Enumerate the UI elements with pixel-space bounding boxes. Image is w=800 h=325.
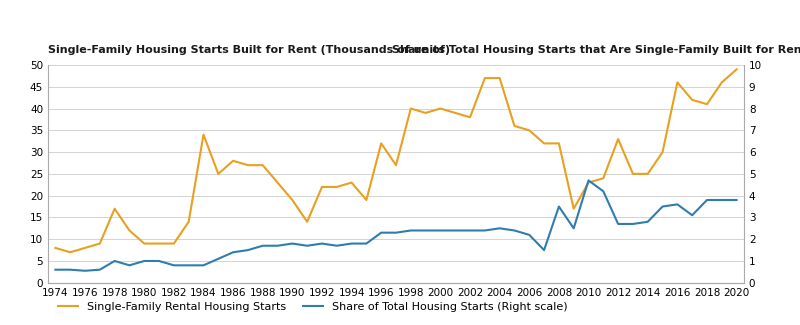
Single-Family Rental Housing Starts bbox=[391, 163, 401, 167]
Single-Family Rental Housing Starts bbox=[510, 124, 519, 128]
Single-Family Rental Housing Starts bbox=[539, 141, 549, 145]
Share of Total Housing Starts (Right scale) bbox=[110, 259, 119, 263]
Line: Share of Total Housing Starts (Right scale): Share of Total Housing Starts (Right sca… bbox=[55, 180, 737, 271]
Single-Family Rental Housing Starts bbox=[287, 198, 297, 202]
Single-Family Rental Housing Starts bbox=[732, 67, 742, 71]
Single-Family Rental Housing Starts bbox=[466, 115, 475, 119]
Single-Family Rental Housing Starts bbox=[346, 181, 356, 185]
Share of Total Housing Starts (Right scale) bbox=[450, 228, 460, 232]
Share of Total Housing Starts (Right scale) bbox=[287, 241, 297, 245]
Single-Family Rental Housing Starts bbox=[243, 163, 253, 167]
Text: Share of Total Housing Starts that Are Single-Family Built for Rent (Percent): Share of Total Housing Starts that Are S… bbox=[392, 45, 800, 55]
Share of Total Housing Starts (Right scale) bbox=[539, 248, 549, 252]
Share of Total Housing Starts (Right scale) bbox=[628, 222, 638, 226]
Single-Family Rental Housing Starts bbox=[687, 98, 697, 102]
Share of Total Housing Starts (Right scale) bbox=[362, 241, 371, 245]
Single-Family Rental Housing Starts bbox=[643, 172, 653, 176]
Share of Total Housing Starts (Right scale) bbox=[569, 226, 578, 230]
Single-Family Rental Housing Starts bbox=[658, 150, 667, 154]
Share of Total Housing Starts (Right scale) bbox=[154, 259, 164, 263]
Share of Total Housing Starts (Right scale) bbox=[125, 263, 134, 267]
Share of Total Housing Starts (Right scale) bbox=[554, 205, 564, 209]
Share of Total Housing Starts (Right scale) bbox=[302, 244, 312, 248]
Single-Family Rental Housing Starts bbox=[66, 250, 75, 254]
Single-Family Rental Housing Starts bbox=[436, 107, 446, 111]
Share of Total Housing Starts (Right scale) bbox=[687, 213, 697, 217]
Share of Total Housing Starts (Right scale) bbox=[717, 198, 726, 202]
Single-Family Rental Housing Starts bbox=[258, 163, 267, 167]
Single-Family Rental Housing Starts bbox=[525, 128, 534, 132]
Single-Family Rental Housing Starts bbox=[480, 76, 490, 80]
Share of Total Housing Starts (Right scale) bbox=[525, 233, 534, 237]
Single-Family Rental Housing Starts bbox=[273, 181, 282, 185]
Single-Family Rental Housing Starts bbox=[628, 172, 638, 176]
Single-Family Rental Housing Starts bbox=[673, 81, 682, 84]
Share of Total Housing Starts (Right scale) bbox=[169, 263, 178, 267]
Single-Family Rental Housing Starts bbox=[450, 111, 460, 115]
Share of Total Housing Starts (Right scale) bbox=[421, 228, 430, 232]
Text: Single-Family Housing Starts Built for Rent (Thousands of units): Single-Family Housing Starts Built for R… bbox=[48, 45, 450, 55]
Single-Family Rental Housing Starts bbox=[598, 176, 608, 180]
Single-Family Rental Housing Starts bbox=[584, 181, 594, 185]
Single-Family Rental Housing Starts bbox=[317, 185, 326, 189]
Single-Family Rental Housing Starts bbox=[554, 141, 564, 145]
Share of Total Housing Starts (Right scale) bbox=[391, 231, 401, 235]
Single-Family Rental Housing Starts bbox=[376, 141, 386, 145]
Single-Family Rental Housing Starts bbox=[125, 228, 134, 232]
Share of Total Housing Starts (Right scale) bbox=[214, 257, 223, 261]
Single-Family Rental Housing Starts bbox=[214, 172, 223, 176]
Share of Total Housing Starts (Right scale) bbox=[139, 259, 149, 263]
Share of Total Housing Starts (Right scale) bbox=[346, 241, 356, 245]
Share of Total Housing Starts (Right scale) bbox=[50, 268, 60, 272]
Single-Family Rental Housing Starts bbox=[406, 107, 416, 111]
Single-Family Rental Housing Starts bbox=[614, 137, 623, 141]
Share of Total Housing Starts (Right scale) bbox=[258, 244, 267, 248]
Single-Family Rental Housing Starts bbox=[302, 220, 312, 224]
Share of Total Housing Starts (Right scale) bbox=[584, 178, 594, 182]
Share of Total Housing Starts (Right scale) bbox=[614, 222, 623, 226]
Single-Family Rental Housing Starts bbox=[332, 185, 342, 189]
Share of Total Housing Starts (Right scale) bbox=[702, 198, 712, 202]
Single-Family Rental Housing Starts bbox=[184, 220, 194, 224]
Share of Total Housing Starts (Right scale) bbox=[480, 228, 490, 232]
Single-Family Rental Housing Starts bbox=[228, 159, 238, 163]
Share of Total Housing Starts (Right scale) bbox=[198, 263, 208, 267]
Share of Total Housing Starts (Right scale) bbox=[184, 263, 194, 267]
Share of Total Housing Starts (Right scale) bbox=[658, 205, 667, 209]
Share of Total Housing Starts (Right scale) bbox=[66, 268, 75, 272]
Share of Total Housing Starts (Right scale) bbox=[80, 269, 90, 273]
Single-Family Rental Housing Starts bbox=[154, 241, 164, 245]
Share of Total Housing Starts (Right scale) bbox=[495, 226, 505, 230]
Single-Family Rental Housing Starts bbox=[569, 207, 578, 211]
Single-Family Rental Housing Starts bbox=[421, 111, 430, 115]
Share of Total Housing Starts (Right scale) bbox=[436, 228, 446, 232]
Legend: Single-Family Rental Housing Starts, Share of Total Housing Starts (Right scale): Single-Family Rental Housing Starts, Sha… bbox=[54, 297, 572, 316]
Share of Total Housing Starts (Right scale) bbox=[406, 228, 416, 232]
Share of Total Housing Starts (Right scale) bbox=[332, 244, 342, 248]
Share of Total Housing Starts (Right scale) bbox=[732, 198, 742, 202]
Share of Total Housing Starts (Right scale) bbox=[243, 248, 253, 252]
Single-Family Rental Housing Starts bbox=[169, 241, 178, 245]
Share of Total Housing Starts (Right scale) bbox=[228, 250, 238, 254]
Single-Family Rental Housing Starts bbox=[362, 198, 371, 202]
Single-Family Rental Housing Starts bbox=[495, 76, 505, 80]
Share of Total Housing Starts (Right scale) bbox=[317, 241, 326, 245]
Share of Total Housing Starts (Right scale) bbox=[598, 189, 608, 193]
Share of Total Housing Starts (Right scale) bbox=[466, 228, 475, 232]
Share of Total Housing Starts (Right scale) bbox=[510, 228, 519, 232]
Single-Family Rental Housing Starts bbox=[80, 246, 90, 250]
Single-Family Rental Housing Starts bbox=[139, 241, 149, 245]
Share of Total Housing Starts (Right scale) bbox=[673, 202, 682, 206]
Single-Family Rental Housing Starts bbox=[50, 246, 60, 250]
Share of Total Housing Starts (Right scale) bbox=[95, 268, 105, 272]
Share of Total Housing Starts (Right scale) bbox=[273, 244, 282, 248]
Share of Total Housing Starts (Right scale) bbox=[376, 231, 386, 235]
Single-Family Rental Housing Starts bbox=[717, 81, 726, 84]
Single-Family Rental Housing Starts bbox=[702, 102, 712, 106]
Single-Family Rental Housing Starts bbox=[110, 207, 119, 211]
Single-Family Rental Housing Starts bbox=[95, 241, 105, 245]
Single-Family Rental Housing Starts bbox=[198, 133, 208, 136]
Share of Total Housing Starts (Right scale) bbox=[643, 220, 653, 224]
Line: Single-Family Rental Housing Starts: Single-Family Rental Housing Starts bbox=[55, 69, 737, 252]
